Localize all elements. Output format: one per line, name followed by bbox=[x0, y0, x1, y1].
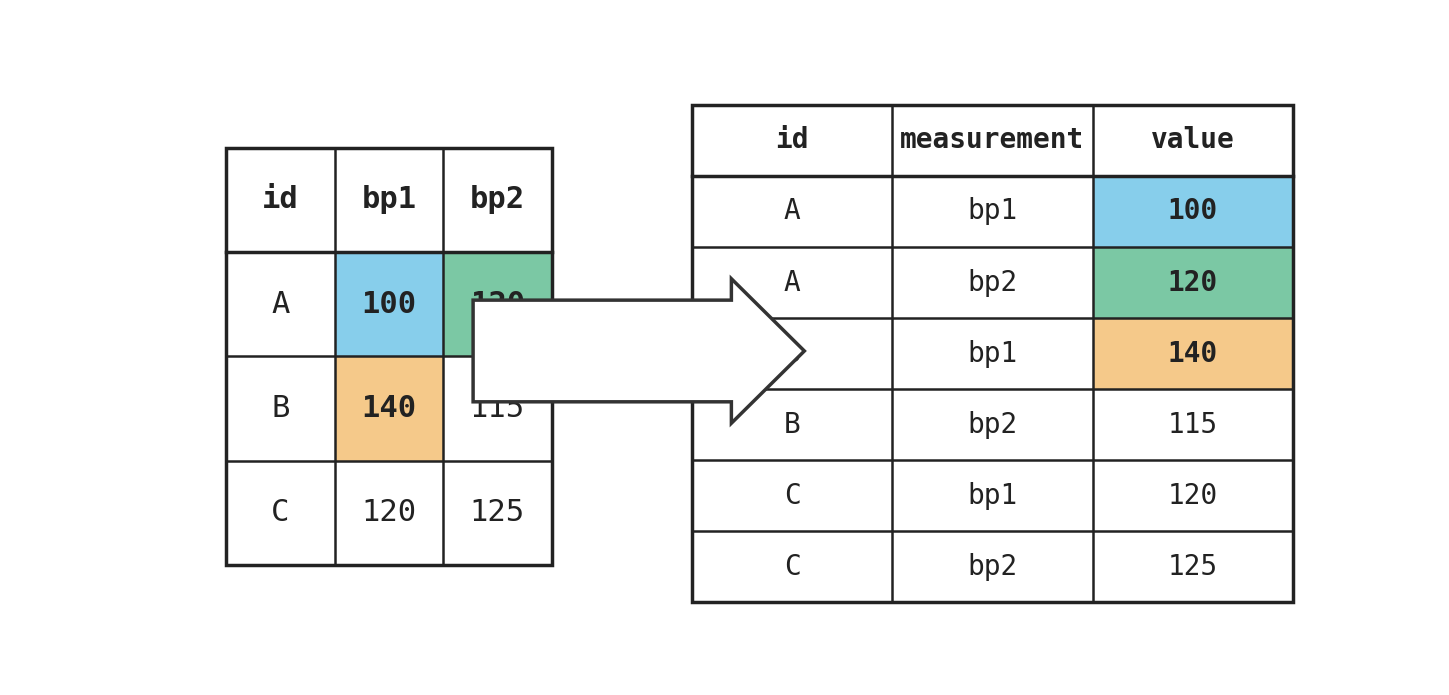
Polygon shape bbox=[474, 279, 804, 423]
Text: 115: 115 bbox=[469, 394, 525, 423]
Text: 120: 120 bbox=[1168, 268, 1217, 297]
Bar bbox=[226, 357, 335, 461]
Text: A: A bbox=[784, 197, 801, 225]
Bar bbox=[226, 147, 335, 252]
Text: B: B bbox=[784, 340, 801, 368]
Text: 120: 120 bbox=[469, 290, 525, 318]
Bar bbox=[693, 105, 893, 176]
Text: 100: 100 bbox=[1168, 197, 1217, 225]
Bar bbox=[335, 357, 443, 461]
Text: id: id bbox=[775, 126, 809, 154]
Bar bbox=[693, 176, 893, 247]
Bar bbox=[893, 389, 1093, 460]
Text: A: A bbox=[784, 268, 801, 297]
Text: 125: 125 bbox=[469, 498, 525, 528]
Bar bbox=[335, 147, 443, 252]
Text: bp1: bp1 bbox=[968, 482, 1017, 510]
Text: bp2: bp2 bbox=[469, 186, 525, 214]
Text: id: id bbox=[262, 186, 298, 214]
Text: 140: 140 bbox=[361, 394, 416, 423]
Text: C: C bbox=[784, 553, 801, 581]
Bar bbox=[1093, 460, 1293, 532]
Text: C: C bbox=[271, 498, 290, 528]
Bar bbox=[1093, 176, 1293, 247]
Bar bbox=[693, 318, 893, 389]
Bar bbox=[1093, 105, 1293, 176]
Text: bp2: bp2 bbox=[968, 553, 1017, 581]
Text: C: C bbox=[784, 482, 801, 510]
Text: A: A bbox=[271, 290, 290, 318]
Bar bbox=[226, 461, 335, 565]
Bar bbox=[443, 147, 552, 252]
Bar bbox=[693, 389, 893, 460]
Bar bbox=[893, 460, 1093, 532]
Bar bbox=[443, 252, 552, 357]
Text: 120: 120 bbox=[361, 498, 416, 528]
Bar bbox=[893, 247, 1093, 318]
Text: 100: 100 bbox=[361, 290, 416, 318]
Bar bbox=[1093, 532, 1293, 603]
Text: bp1: bp1 bbox=[968, 340, 1017, 368]
Bar bbox=[335, 252, 443, 357]
Bar bbox=[693, 460, 893, 532]
Bar bbox=[893, 176, 1093, 247]
Bar bbox=[443, 357, 552, 461]
Bar bbox=[693, 247, 893, 318]
Text: 125: 125 bbox=[1168, 553, 1217, 581]
Bar bbox=[443, 461, 552, 565]
Bar bbox=[693, 532, 893, 603]
Text: 140: 140 bbox=[1168, 340, 1217, 368]
Text: 120: 120 bbox=[1168, 482, 1217, 510]
Text: B: B bbox=[784, 411, 801, 439]
Text: bp1: bp1 bbox=[968, 197, 1017, 225]
Bar bbox=[893, 532, 1093, 603]
Bar bbox=[226, 147, 552, 565]
Text: 115: 115 bbox=[1168, 411, 1217, 439]
Text: bp1: bp1 bbox=[361, 186, 416, 214]
Text: measurement: measurement bbox=[900, 126, 1085, 154]
Text: bp2: bp2 bbox=[968, 411, 1017, 439]
Text: value: value bbox=[1151, 126, 1235, 154]
Bar bbox=[893, 105, 1093, 176]
Text: bp2: bp2 bbox=[968, 268, 1017, 297]
Bar bbox=[1093, 247, 1293, 318]
Bar bbox=[893, 318, 1093, 389]
Bar bbox=[226, 252, 335, 357]
Bar bbox=[1093, 389, 1293, 460]
Bar bbox=[335, 461, 443, 565]
Bar bbox=[1093, 318, 1293, 389]
Text: B: B bbox=[271, 394, 290, 423]
Bar bbox=[693, 105, 1293, 603]
